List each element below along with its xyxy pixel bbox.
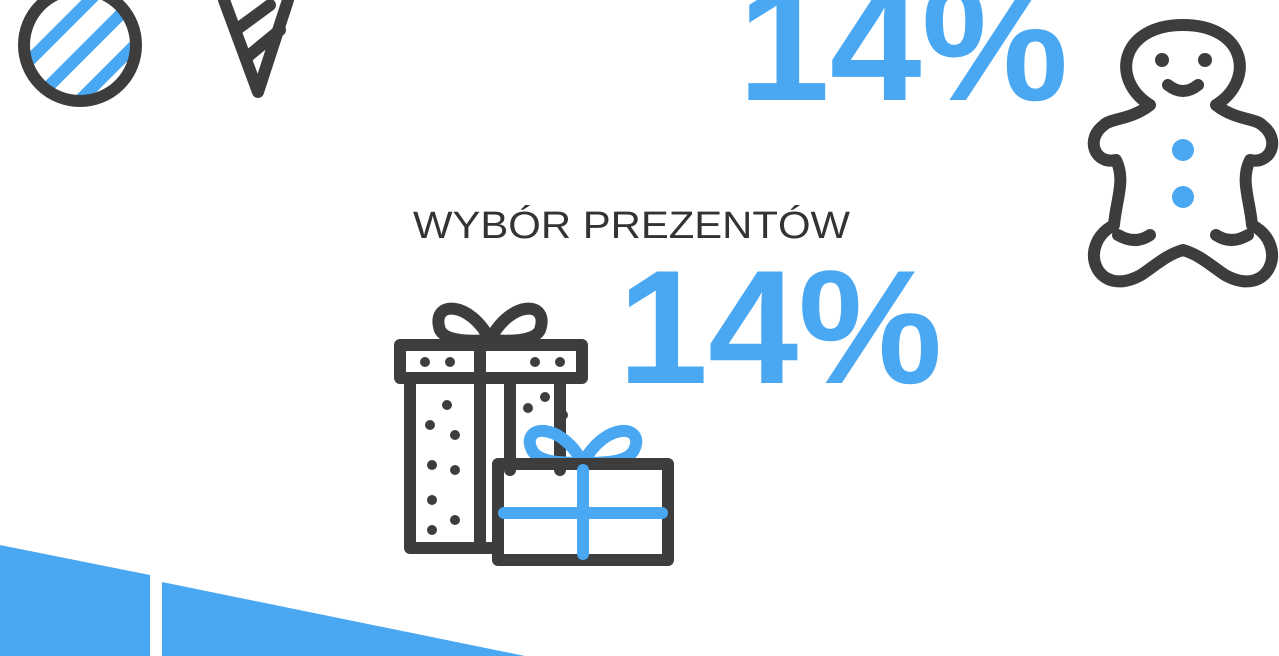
cone-icon: [218, 0, 294, 98]
top-stat: 14%: [738, 0, 1068, 135]
ornament-icon: [18, 0, 142, 107]
section-stat: 14%: [618, 237, 942, 418]
decor-shape: [162, 582, 525, 656]
gingerbread-icon: [1087, 19, 1279, 288]
gifts-icon: [394, 302, 674, 566]
section-label: WYBÓR PREZENTÓW: [413, 204, 850, 247]
decor-shape: [0, 545, 150, 656]
